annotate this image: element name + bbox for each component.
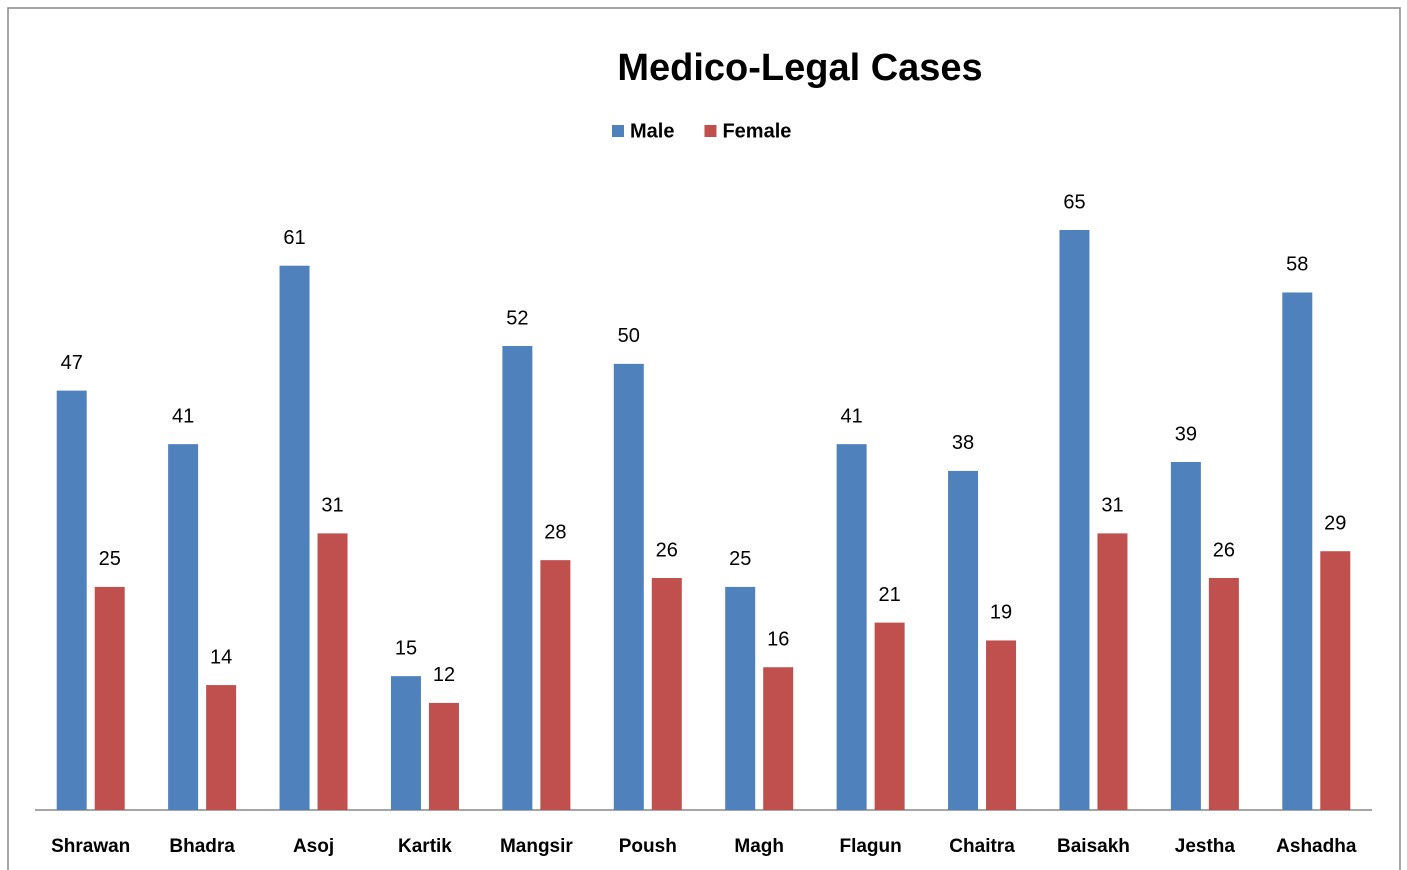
x-tick-label: Poush (619, 836, 677, 857)
data-label: 58 (1286, 254, 1308, 276)
chart-title: Medico-Legal Cases (617, 47, 982, 89)
data-label: 31 (1101, 495, 1123, 517)
bar (206, 685, 237, 810)
x-tick-label: Flagun (839, 836, 901, 857)
bar (317, 533, 348, 810)
data-label: 26 (1213, 539, 1235, 561)
data-label: 12 (433, 664, 455, 686)
data-label: 21 (879, 584, 901, 606)
data-label: 28 (544, 521, 566, 543)
data-label: 39 (1175, 423, 1197, 445)
bar (168, 444, 199, 810)
x-tick-label: Shrawan (51, 836, 130, 857)
bar (390, 676, 421, 810)
data-label: 29 (1324, 513, 1346, 535)
data-label: 41 (841, 405, 863, 427)
bar (1282, 292, 1313, 810)
data-label: 41 (172, 405, 194, 427)
data-label: 19 (990, 602, 1012, 624)
data-label: 52 (506, 307, 528, 329)
bar (725, 586, 756, 810)
x-tick-label: Ashadha (1276, 836, 1357, 857)
bar (1320, 551, 1351, 810)
x-tick-label: Magh (734, 836, 784, 857)
bar (651, 578, 682, 810)
bar (56, 390, 87, 810)
x-tick-label: Baisakh (1057, 836, 1130, 857)
data-label: 26 (656, 539, 678, 561)
bar (1097, 533, 1128, 810)
data-label: 65 (1063, 191, 1085, 213)
legend-label: Female (722, 120, 791, 142)
x-tick-label: Jestha (1175, 836, 1236, 857)
bar (613, 363, 644, 810)
bar (948, 470, 979, 810)
legend-label: Male (630, 120, 674, 142)
data-label: 15 (395, 637, 417, 659)
data-label: 16 (767, 629, 789, 651)
x-tick-label: Chaitra (949, 836, 1015, 857)
x-tick-label: Kartik (398, 836, 452, 857)
data-label: 31 (321, 495, 343, 517)
data-label: 14 (210, 646, 232, 668)
bar (428, 702, 459, 810)
bar (279, 265, 310, 810)
legend-swatch (612, 125, 624, 137)
bar (836, 444, 867, 810)
data-label: 47 (61, 352, 83, 374)
data-label: 25 (99, 548, 121, 570)
data-label: 25 (729, 548, 751, 570)
x-tick-label: Asoj (293, 836, 334, 857)
bar (94, 586, 125, 810)
bar (874, 622, 905, 810)
data-label: 50 (618, 325, 640, 347)
bar (986, 640, 1017, 810)
data-label: 61 (283, 227, 305, 249)
bar (502, 346, 533, 810)
bar (1170, 462, 1201, 810)
bar (763, 667, 794, 810)
bar (1059, 230, 1090, 810)
chart-border (7, 7, 1401, 870)
legend-swatch (704, 125, 717, 137)
bar (540, 560, 571, 810)
x-tick-label: Bhadra (169, 836, 235, 857)
data-label: 38 (952, 432, 974, 454)
bar (1208, 578, 1239, 810)
x-tick-label: Mangsir (500, 836, 573, 857)
